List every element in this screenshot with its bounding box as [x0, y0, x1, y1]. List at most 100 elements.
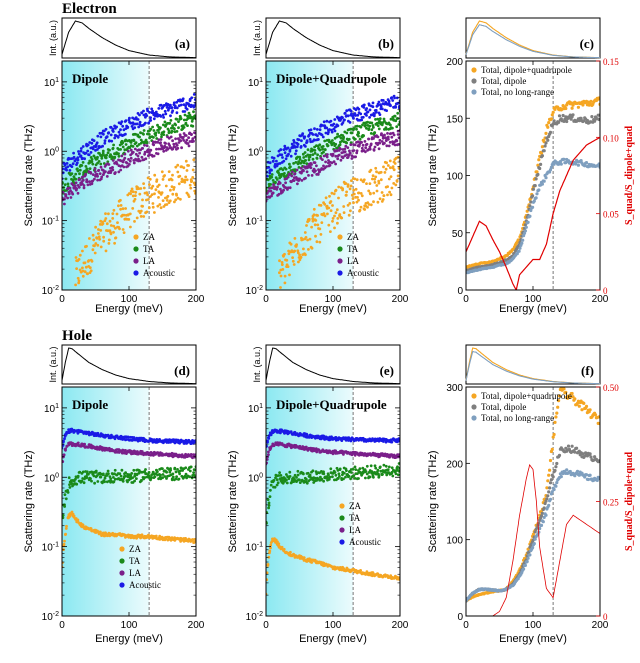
point: [149, 148, 153, 152]
legend-marker: [337, 246, 343, 252]
point: [337, 135, 341, 138]
point: [140, 155, 144, 159]
point: [81, 145, 85, 148]
legend-label: TA: [143, 244, 155, 254]
point: [128, 212, 132, 216]
point: [555, 411, 559, 415]
point: [304, 145, 307, 148]
point: [185, 169, 189, 172]
point: [374, 118, 377, 121]
point: [387, 144, 391, 148]
point: [294, 161, 298, 164]
point: [113, 477, 117, 481]
point: [284, 181, 287, 185]
point: [64, 532, 67, 536]
point: [78, 470, 82, 474]
point: [184, 466, 188, 470]
point: [104, 170, 107, 174]
point: [549, 117, 554, 121]
point: [97, 228, 100, 231]
point: [299, 166, 303, 170]
point: [77, 185, 81, 189]
point: [184, 121, 188, 125]
point: [278, 259, 281, 263]
point: [284, 157, 288, 161]
point: [382, 117, 386, 121]
point: [93, 167, 97, 171]
point: [326, 476, 329, 479]
point: [66, 182, 70, 186]
point: [302, 161, 306, 165]
point: [333, 226, 336, 230]
point: [193, 104, 196, 107]
point: [390, 466, 394, 470]
point: [318, 128, 322, 132]
point: [381, 136, 385, 140]
point: [155, 137, 159, 140]
point: [305, 481, 309, 485]
point: [100, 154, 104, 157]
point: [110, 155, 114, 159]
point: [373, 131, 377, 135]
point: [168, 144, 172, 147]
point: [149, 116, 153, 119]
point: [149, 195, 152, 198]
point: [177, 141, 181, 144]
inset-frame: [61, 344, 197, 385]
point: [71, 484, 74, 488]
legend-label: ZA: [347, 232, 359, 242]
point: [316, 173, 320, 176]
point: [177, 120, 180, 123]
point: [353, 177, 357, 181]
point: [393, 114, 397, 118]
point: [157, 107, 161, 110]
point: [72, 175, 76, 179]
y-tick-label: 10-1: [42, 542, 59, 554]
point: [322, 212, 326, 215]
point: [115, 162, 119, 166]
point: [339, 147, 342, 151]
point: [157, 147, 161, 151]
point: [161, 178, 165, 181]
point: [394, 105, 398, 109]
point: [99, 245, 103, 249]
point: [288, 273, 291, 277]
point: [269, 189, 273, 193]
point: [91, 173, 95, 177]
point: [192, 158, 196, 162]
point: [72, 514, 76, 518]
point: [272, 183, 275, 187]
point: [190, 179, 194, 183]
point: [314, 234, 317, 238]
point: [103, 141, 107, 145]
point: [275, 178, 279, 181]
point: [118, 227, 121, 231]
point: [162, 133, 166, 137]
point: [348, 187, 352, 191]
point: [111, 168, 115, 172]
point: [379, 178, 383, 182]
point: [366, 110, 370, 114]
point: [191, 137, 195, 141]
legend-marker: [471, 78, 477, 84]
point: [539, 162, 543, 166]
point: [307, 158, 311, 162]
point: [551, 110, 555, 114]
point: [171, 192, 175, 196]
point: [311, 217, 315, 221]
point: [86, 180, 89, 184]
y-tick-label: 10-2: [246, 611, 263, 623]
point: [397, 166, 400, 170]
point: [164, 142, 168, 145]
point: [91, 233, 95, 237]
point: [109, 125, 113, 129]
point: [370, 128, 374, 132]
y-axis-label: Scattering rate (THz): [227, 450, 239, 552]
point: [349, 477, 352, 481]
point: [87, 259, 91, 262]
point: [184, 134, 188, 137]
point: [119, 148, 122, 151]
point: [63, 197, 66, 201]
